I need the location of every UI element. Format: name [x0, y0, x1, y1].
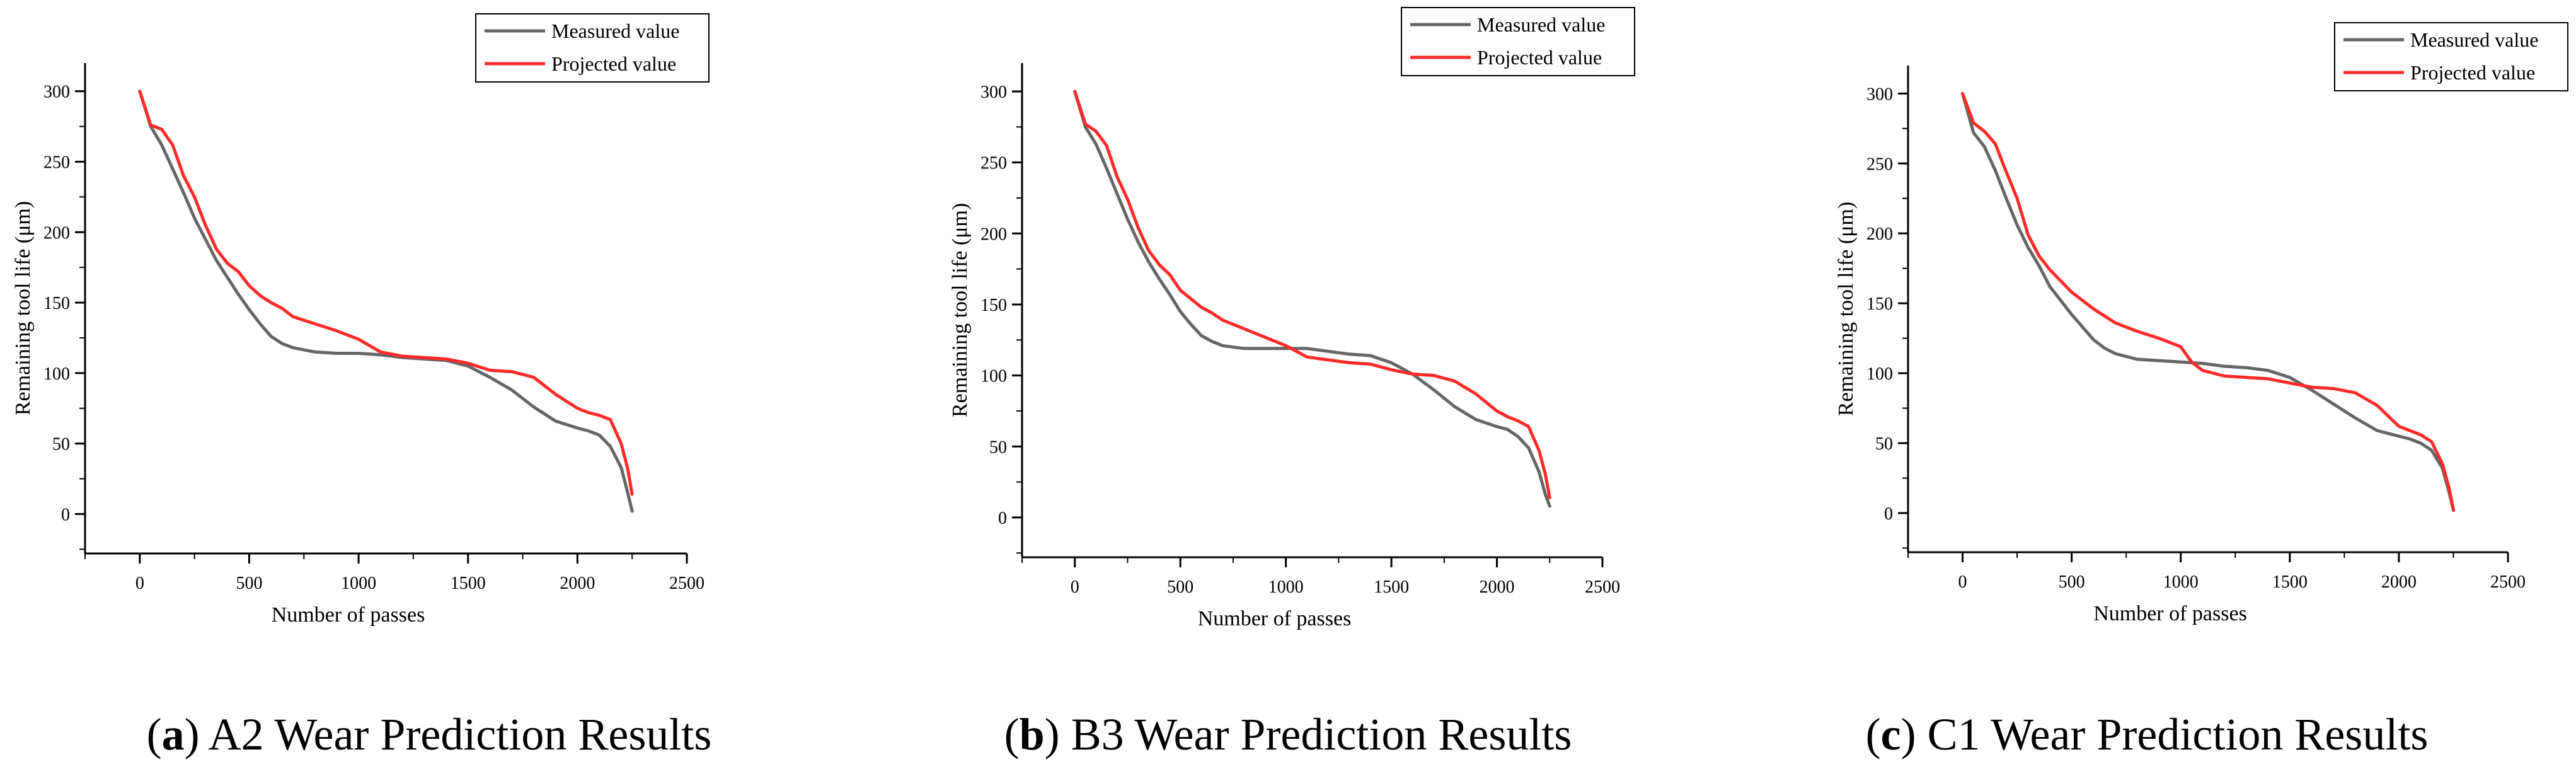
x-axis-title: Number of passes — [2093, 602, 2247, 625]
legend-box — [475, 13, 710, 83]
x-tick-label: 2000 — [1480, 577, 1515, 597]
x-tick-label: 2000 — [2381, 572, 2417, 592]
legend-box — [1401, 7, 1635, 76]
caption-b: (b) B3 Wear Prediction Results — [1004, 709, 1572, 760]
y-tick-label: 50 — [1875, 434, 1893, 454]
legend-box — [2334, 22, 2568, 91]
legend-measured-label: Measured value — [2410, 28, 2538, 51]
measured-series-line — [1961, 91, 2455, 512]
x-tick-label: 1000 — [2163, 572, 2199, 592]
y-tick-label: 200 — [43, 223, 70, 243]
chart-a: 0 500 1000 1500 2000 2500 0 50 100 150 200 250 300 Nu… — [11, 13, 710, 627]
y-tick-label: 300 — [980, 83, 1007, 102]
x-tick-label: 1000 — [1268, 577, 1304, 597]
x-tick-label: 500 — [1167, 577, 1193, 597]
x-tick-label: 1500 — [451, 574, 486, 593]
y-tick-label: 150 — [980, 296, 1007, 315]
x-tick-label: 500 — [236, 574, 262, 593]
caption-text: A2 Wear Prediction Results — [199, 709, 712, 760]
y-tick-label: 0 — [1884, 504, 1893, 524]
y-axis-title: Remaining tool life (μm) — [948, 203, 972, 417]
chart-c: 0 500 1000 1500 2000 2500 0 50 100 150 200 250 300 Nu… — [1834, 22, 2568, 625]
x-axis-title: Number of passes — [272, 603, 425, 627]
y-axis-title: Remaining tool life (μm) — [11, 201, 35, 415]
y-axis-title: Remaining tool life (μm) — [1834, 202, 1858, 416]
x-tick-label: 0 — [1958, 572, 1967, 592]
x-tick-label: 2000 — [560, 574, 595, 593]
chart-panel-c: 0 500 1000 1500 2000 2500 0 50 100 150 200 250 300 Nu… — [1718, 0, 2576, 776]
x-tick-label: 0 — [1071, 577, 1079, 597]
caption-text: C1 Wear Prediction Results — [1916, 709, 2429, 760]
caption-c: (c) C1 Wear Prediction Results — [1865, 709, 2429, 760]
y-tick-label: 250 — [43, 153, 70, 172]
chart-b: 0 500 1000 1500 2000 2500 0 50 100 150 200 250 300 Nu… — [948, 7, 1635, 630]
y-tick-label: 250 — [980, 154, 1007, 173]
caption-a: (a) A2 Wear Prediction Results — [146, 709, 712, 760]
y-tick-label: 200 — [1866, 224, 1893, 244]
caption-text: B3 Wear Prediction Results — [1059, 709, 1572, 760]
y-tick-label: 100 — [980, 367, 1007, 386]
y-tick-label: 50 — [989, 437, 1007, 457]
legend-measured-label: Measured value — [551, 20, 679, 42]
x-tick-label: 2500 — [1585, 577, 1620, 597]
chart-panel-a: 0 500 1000 1500 2000 2500 0 50 100 150 200 250 300 Nu… — [0, 0, 858, 776]
legend-measured-label: Measured value — [1477, 13, 1605, 36]
y-tick-label: 200 — [980, 224, 1007, 244]
caption-letter: b — [1019, 709, 1045, 760]
y-tick-label: 50 — [52, 435, 70, 455]
x-tick-label: 1500 — [1374, 577, 1409, 597]
projected-series-line — [1073, 90, 1551, 499]
x-tick-label: 500 — [2059, 572, 2085, 592]
y-tick-label: 150 — [1866, 294, 1893, 314]
y-tick-label: 0 — [998, 509, 1007, 528]
measured-series-line — [138, 90, 634, 513]
x-tick-label: 2500 — [669, 574, 704, 593]
measured-series-line — [1073, 90, 1551, 508]
y-tick-label: 0 — [61, 505, 70, 524]
y-tick-label: 100 — [1866, 364, 1893, 384]
projected-series-line — [138, 90, 634, 496]
x-tick-label: 2500 — [2490, 572, 2526, 592]
caption-letter: a — [161, 709, 185, 760]
y-tick-label: 150 — [43, 294, 70, 313]
legend-projected-label: Projected value — [2410, 61, 2535, 84]
y-tick-label: 300 — [1866, 84, 1893, 104]
x-tick-label: 0 — [135, 574, 144, 593]
x-tick-label: 1500 — [2272, 572, 2308, 592]
legend-projected-label: Projected value — [1477, 46, 1602, 69]
y-tick-label: 300 — [43, 83, 70, 102]
projected-series-line — [1961, 91, 2455, 512]
legend-projected-label: Projected value — [551, 52, 676, 75]
y-tick-label: 100 — [43, 364, 70, 384]
caption-letter: c — [1880, 709, 1901, 760]
y-tick-label: 250 — [1866, 154, 1893, 174]
x-tick-label: 1000 — [341, 574, 376, 593]
x-axis-title: Number of passes — [1198, 607, 1352, 630]
chart-panel-b: 0 500 1000 1500 2000 2500 0 50 100 150 200 250 300 Nu… — [859, 0, 1717, 776]
